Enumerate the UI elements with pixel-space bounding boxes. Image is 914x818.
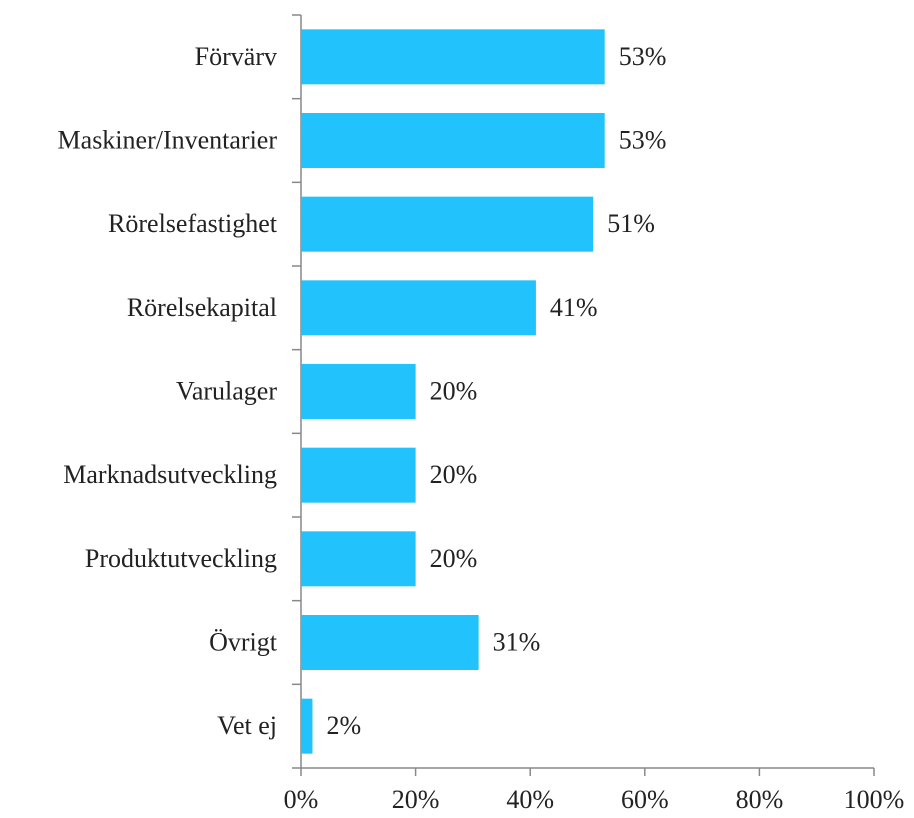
y-tick-label: Förvärv	[195, 42, 277, 71]
value-label: 20%	[430, 376, 478, 405]
value-label: 51%	[607, 209, 655, 238]
value-label: 20%	[430, 544, 478, 573]
y-tick-label: Maskiner/Inventarier	[58, 125, 278, 154]
x-tick-label: 20%	[392, 785, 440, 814]
y-tick-label: Övrigt	[209, 627, 278, 656]
y-tick-label: Varulager	[176, 376, 277, 405]
x-tick-label: 100%	[844, 785, 905, 814]
value-label: 53%	[619, 125, 667, 154]
value-label: 2%	[326, 711, 361, 740]
y-tick-label: Produktutveckling	[85, 544, 277, 573]
x-tick-label: 60%	[621, 785, 669, 814]
y-tick-label: Marknadsutveckling	[63, 460, 277, 489]
bar	[301, 531, 416, 587]
y-tick-label: Rörelsefastighet	[108, 209, 278, 238]
value-label: 41%	[550, 293, 598, 322]
bar	[301, 364, 416, 419]
bar	[301, 196, 594, 252]
bar	[301, 698, 313, 754]
x-tick-label: 0%	[284, 785, 319, 814]
bar	[301, 113, 605, 168]
bar	[301, 615, 479, 670]
y-tick-label: Rörelsekapital	[127, 293, 277, 322]
bar	[301, 280, 536, 336]
bar	[301, 447, 416, 503]
value-label: 53%	[619, 42, 667, 71]
value-label: 20%	[430, 460, 478, 489]
y-tick-label: Vet ej	[217, 711, 277, 740]
x-tick-label: 80%	[736, 785, 784, 814]
bar	[301, 29, 605, 85]
x-tick-label: 40%	[506, 785, 554, 814]
value-label: 31%	[493, 627, 541, 656]
